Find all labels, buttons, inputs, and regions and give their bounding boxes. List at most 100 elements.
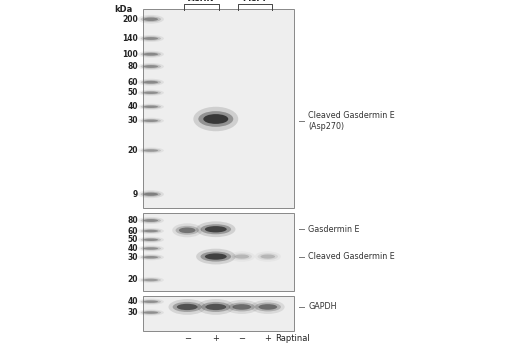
Text: 200: 200	[122, 15, 138, 24]
Ellipse shape	[144, 256, 158, 258]
Text: 30: 30	[127, 116, 138, 125]
Text: −: −	[238, 334, 245, 343]
Text: Cleaved Gasdermin E: Cleaved Gasdermin E	[308, 252, 395, 261]
Ellipse shape	[138, 277, 164, 283]
Ellipse shape	[140, 255, 161, 259]
Ellipse shape	[140, 91, 161, 95]
Ellipse shape	[138, 245, 164, 252]
Text: kDa: kDa	[114, 5, 133, 14]
Ellipse shape	[205, 304, 226, 310]
Text: −: −	[184, 334, 191, 343]
Ellipse shape	[140, 192, 161, 197]
Bar	[143, 214, 294, 290]
Text: 9: 9	[133, 190, 138, 199]
Ellipse shape	[168, 299, 206, 315]
Ellipse shape	[144, 65, 158, 68]
Ellipse shape	[140, 229, 161, 233]
Ellipse shape	[198, 111, 233, 127]
Ellipse shape	[138, 90, 164, 96]
Text: 100: 100	[122, 50, 138, 59]
Ellipse shape	[138, 51, 164, 58]
Bar	[143, 296, 294, 331]
Ellipse shape	[232, 304, 251, 310]
Text: 40: 40	[127, 102, 138, 111]
Ellipse shape	[140, 300, 161, 304]
Text: Gasdermin E: Gasdermin E	[308, 225, 360, 234]
Ellipse shape	[138, 79, 164, 86]
Ellipse shape	[138, 299, 164, 305]
Ellipse shape	[140, 105, 161, 109]
Ellipse shape	[173, 302, 202, 312]
Ellipse shape	[144, 37, 158, 40]
Ellipse shape	[193, 107, 238, 131]
Ellipse shape	[201, 252, 231, 261]
Ellipse shape	[138, 15, 164, 24]
Text: 140: 140	[122, 34, 138, 43]
Ellipse shape	[144, 312, 158, 314]
Ellipse shape	[140, 64, 161, 69]
Ellipse shape	[144, 193, 158, 196]
Text: 20: 20	[127, 146, 138, 155]
Text: MCF7: MCF7	[242, 0, 268, 3]
Text: GAPDH: GAPDH	[308, 302, 337, 312]
Ellipse shape	[258, 304, 277, 310]
Ellipse shape	[138, 237, 164, 243]
Ellipse shape	[138, 190, 164, 198]
Ellipse shape	[138, 309, 164, 316]
Ellipse shape	[205, 226, 227, 232]
Text: +: +	[212, 334, 219, 343]
Ellipse shape	[201, 302, 230, 312]
Ellipse shape	[140, 80, 161, 84]
Ellipse shape	[144, 219, 158, 222]
Ellipse shape	[225, 300, 258, 314]
Ellipse shape	[138, 63, 164, 70]
Ellipse shape	[144, 120, 158, 122]
Text: 30: 30	[127, 308, 138, 317]
Ellipse shape	[144, 53, 158, 56]
Text: 60: 60	[127, 78, 138, 87]
Ellipse shape	[144, 300, 158, 303]
Ellipse shape	[257, 253, 278, 260]
Ellipse shape	[140, 246, 161, 251]
Ellipse shape	[205, 253, 227, 260]
Ellipse shape	[231, 253, 252, 260]
Ellipse shape	[138, 254, 164, 260]
Ellipse shape	[144, 106, 158, 108]
Ellipse shape	[251, 300, 284, 314]
Ellipse shape	[201, 224, 231, 234]
Ellipse shape	[229, 302, 255, 312]
Ellipse shape	[144, 239, 158, 241]
Ellipse shape	[177, 304, 198, 310]
Ellipse shape	[196, 222, 236, 237]
Ellipse shape	[140, 148, 161, 153]
Text: 40: 40	[127, 297, 138, 306]
Ellipse shape	[172, 223, 202, 237]
Ellipse shape	[176, 226, 199, 235]
Bar	[143, 9, 294, 208]
Ellipse shape	[140, 16, 161, 22]
Ellipse shape	[255, 302, 281, 312]
Text: 20: 20	[127, 275, 138, 285]
Text: Raptinal: Raptinal	[276, 334, 310, 343]
Text: +: +	[264, 334, 271, 343]
Text: 60: 60	[127, 226, 138, 236]
Ellipse shape	[138, 217, 164, 224]
Ellipse shape	[138, 147, 164, 154]
Ellipse shape	[197, 299, 235, 315]
Ellipse shape	[138, 118, 164, 124]
Ellipse shape	[144, 81, 158, 84]
Ellipse shape	[144, 230, 158, 232]
Text: 80: 80	[127, 62, 138, 71]
Ellipse shape	[140, 218, 161, 223]
Ellipse shape	[144, 247, 158, 250]
Text: 80: 80	[127, 216, 138, 225]
Ellipse shape	[144, 149, 158, 152]
Ellipse shape	[261, 254, 275, 259]
Text: ACHN: ACHN	[188, 0, 215, 3]
Ellipse shape	[144, 18, 158, 21]
Text: 30: 30	[127, 253, 138, 262]
Text: 50: 50	[127, 235, 138, 244]
Ellipse shape	[140, 36, 161, 41]
Ellipse shape	[140, 278, 161, 282]
Ellipse shape	[235, 254, 249, 259]
